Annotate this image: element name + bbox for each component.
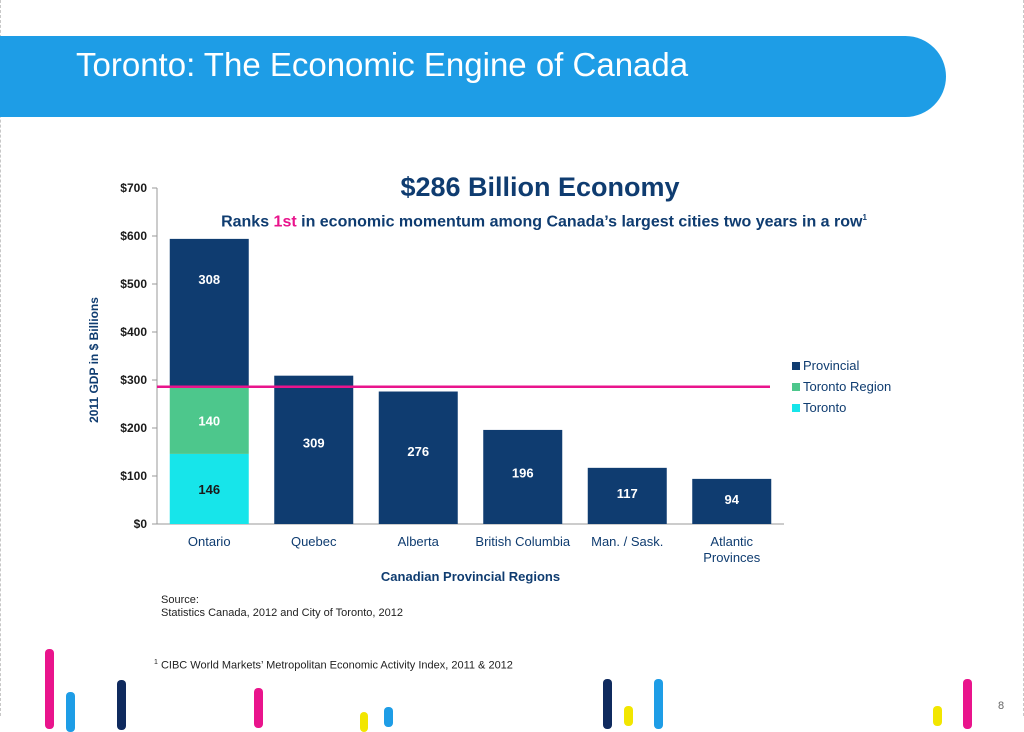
subtitle-text-after: in economic momentum among Canada’s larg… [296,213,863,231]
y-tick-label: $0 [134,517,148,531]
source-note: Source: Statistics Canada, 2012 and City… [161,594,403,620]
legend-swatch [792,362,800,370]
x-tick-label: Alberta [398,534,440,549]
bar-segment [274,375,354,524]
chart-headline: $286 Billion Economy [400,172,680,202]
data-label: 308 [198,272,220,287]
data-label: 276 [407,444,429,459]
bar-segment [169,238,249,387]
y-tick-label: $300 [120,373,147,387]
legend-swatch [792,383,800,391]
decorative-stripe [384,707,393,727]
chart-subtitle: Ranks 1st in economic momentum among Can… [214,207,874,232]
y-tick-label: $700 [120,181,147,195]
x-axis-title: Canadian Provincial Regions [381,569,560,584]
data-label: 309 [303,435,325,450]
x-tick-label: Ontario [188,534,231,549]
bar-segment [587,467,667,524]
decorative-stripe [45,649,54,729]
decorative-stripe [624,706,633,726]
y-tick-label: $600 [120,229,147,243]
y-tick-label: $200 [120,421,147,435]
y-axis-title: 2011 GDP in $ Billions [87,297,101,423]
legend-swatch [792,404,800,412]
data-label: 146 [198,482,220,497]
x-tick-label: Atlantic [710,534,753,549]
decorative-stripe [254,688,263,728]
decorative-stripe [360,712,368,732]
footnote-text: CIBC World Markets’ Metropolitan Economi… [160,659,513,672]
data-label: 140 [198,413,220,428]
legend-label: Provincial [803,358,859,373]
x-tick-label: Provinces [703,550,761,565]
footnote-marker: 1 [154,659,158,666]
title-bar [0,36,946,117]
bar-segment [483,429,563,524]
decorative-stripe [603,679,612,729]
x-tick-label: British Columbia [475,534,570,549]
decorative-stripe [117,680,126,730]
data-label: 117 [617,486,638,501]
decorative-stripe [963,679,972,729]
bar-segment [378,391,458,524]
bar-segment [169,386,249,454]
bar-segment [692,478,772,524]
y-tick-label: $400 [120,325,147,339]
source-text: Statistics Canada, 2012 and City of Toro… [161,607,403,619]
subtitle-text-before: Ranks [221,213,274,231]
subtitle-footnote-marker: 1 [862,213,867,222]
footnote: 1 CIBC World Markets’ Metropolitan Econo… [154,659,513,672]
data-label: 196 [512,465,534,480]
x-tick-label: Man. / Sask. [591,534,663,549]
y-tick-label: $100 [120,469,147,483]
legend-label: Toronto [803,400,846,415]
page-number: 8 [998,700,1005,712]
y-tick-label: $500 [120,277,147,291]
page-title: Toronto: The Economic Engine of Canada [76,46,689,83]
decorative-stripe [654,679,663,729]
data-label: 94 [725,492,740,507]
gdp-bar-chart: $0 $100 $200 $300 $400 $500 $600 $700 2011 GDP i… [87,181,891,584]
source-label: Source: [161,594,199,606]
decorative-stripe [66,692,75,732]
subtitle-highlight: 1st [273,213,297,231]
decorative-stripe [933,706,942,726]
bar-segment [169,453,249,524]
legend-label: Toronto Region [803,379,891,394]
x-tick-label: Quebec [291,534,337,549]
